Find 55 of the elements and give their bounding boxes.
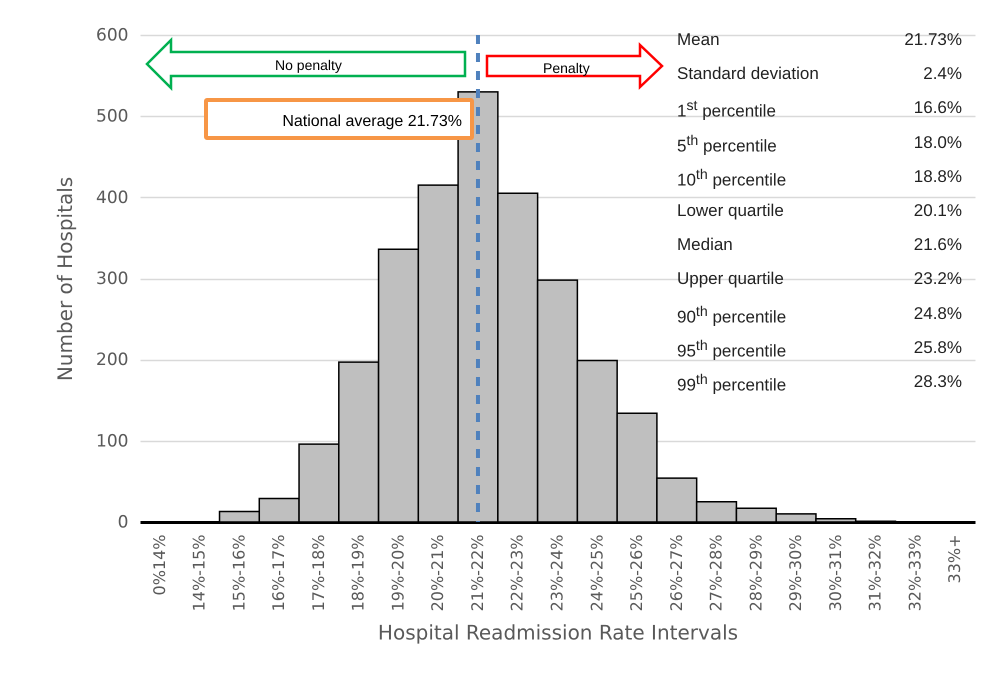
annotation: 24.8% <box>914 304 962 324</box>
y-tick-label: 0 <box>118 512 128 532</box>
annotation: 5$^{th}$ percentile <box>677 132 777 156</box>
y-axis-title: Number of Hospitals <box>53 176 78 382</box>
x-tick-label: 28%-29% <box>746 534 766 612</box>
x-tick-label: 23%-24% <box>548 534 566 612</box>
x-tick-label: 14%-15% <box>190 534 209 612</box>
y-tick-label: 600 <box>96 26 128 46</box>
x-tick-label: 29%-30% <box>786 534 806 612</box>
y-tick-label: 100 <box>96 431 128 452</box>
y-tick-label: 400 <box>96 188 128 208</box>
annotation: 1$^{st}$ percentile <box>677 98 776 122</box>
x-tick-label: 31%-32% <box>866 534 885 612</box>
annotation: 20.1% <box>914 201 962 221</box>
x-tick-label: 15%-16% <box>229 534 248 612</box>
annotation: Penalty <box>543 60 590 76</box>
x-tick-label: 32%-33% <box>905 534 924 612</box>
x-tick-label: 0%14% <box>150 534 169 596</box>
annotation: 18.8% <box>914 166 962 187</box>
annotation: Median <box>677 235 733 256</box>
annotation: No penalty <box>275 57 342 73</box>
y-tick-label: 300 <box>96 269 128 289</box>
x-tick-label: 26%-27% <box>666 534 686 612</box>
annotation: 2.4% <box>923 64 962 84</box>
annotation: 21.73% <box>904 30 962 50</box>
x-tick-label: 33%+ <box>945 534 964 584</box>
x-tick-label: 21%-22% <box>468 534 487 612</box>
x-tick-label: 18%-19% <box>348 534 368 612</box>
annotation: 16.6% <box>914 98 962 118</box>
x-tick-label: 30%-31% <box>826 534 845 612</box>
annotation: 10$^{th}$ percentile <box>677 166 786 190</box>
y-tick-label: 200 <box>96 350 128 370</box>
annotation: Upper quartile <box>677 269 784 290</box>
annotation: 90$^{th}$ percentile <box>677 304 786 328</box>
annotation: 28.3% <box>914 372 962 392</box>
annotation: 25.8% <box>914 338 962 358</box>
x-tick-label: 19%-20% <box>388 534 408 612</box>
annotation: Lower quartile <box>677 201 784 221</box>
y-tick-label: 500 <box>96 106 128 127</box>
x-tick-label: 27%-28% <box>706 534 726 612</box>
annotation: 23.2% <box>914 269 962 290</box>
label-box: National average 21.73% <box>204 98 474 140</box>
annotation: 18.0% <box>914 132 962 153</box>
annotation: Standard deviation <box>677 64 819 84</box>
x-tick-label: 20%-21% <box>428 534 448 612</box>
x-tick-label: 17%-18% <box>308 534 328 612</box>
x-axis-title: Hospital Readmission Rate Intervals <box>378 620 738 644</box>
x-tick-label: 22%-23% <box>508 534 527 612</box>
x-tick-label: 24%-25% <box>587 534 606 612</box>
annotation: 95$^{th}$ percentile <box>677 338 786 362</box>
x-tick-label: 25%-26% <box>627 534 646 612</box>
x-tick-label: 16%-17% <box>269 534 288 612</box>
annotation: 99$^{th}$ percentile <box>677 372 786 396</box>
annotation: 21.6% <box>914 235 962 256</box>
annotation: Mean <box>677 30 720 50</box>
